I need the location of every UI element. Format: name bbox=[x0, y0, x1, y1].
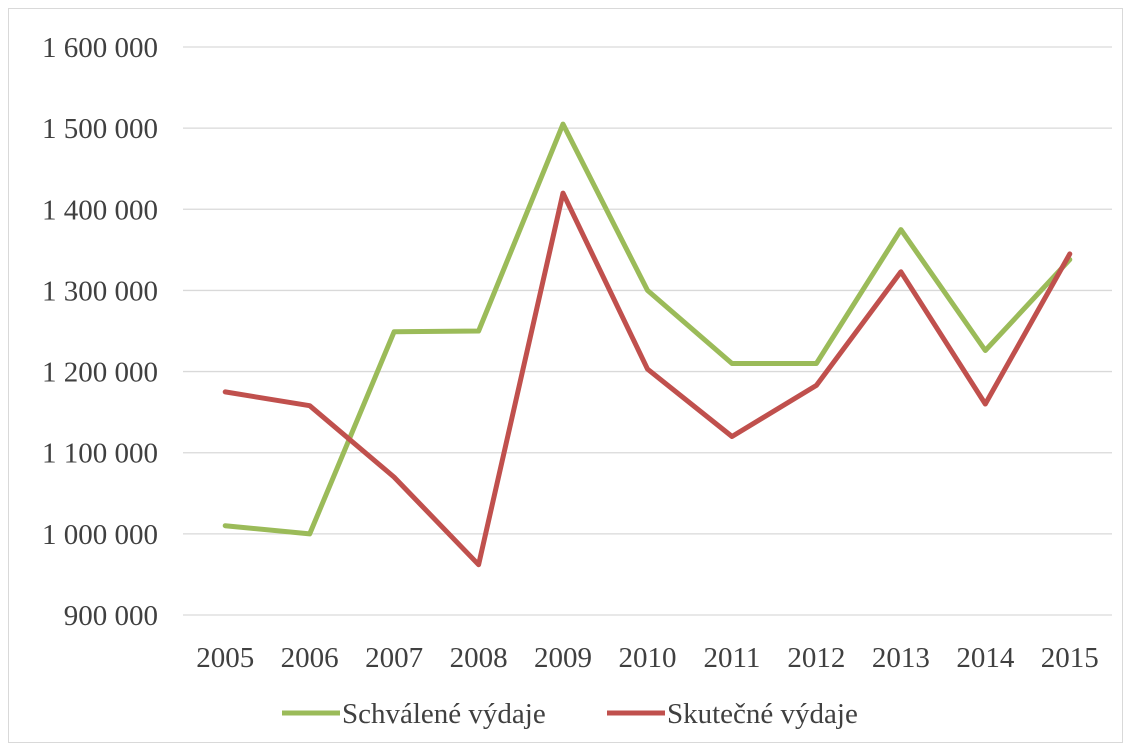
y-tick-label: 1 300 000 bbox=[42, 275, 158, 307]
legend-item: Skutečné výdaje bbox=[607, 698, 858, 730]
legend-item: Schválené výdaje bbox=[282, 698, 546, 730]
y-tick-label: 1 400 000 bbox=[42, 194, 158, 226]
legend-label: Schválené výdaje bbox=[342, 698, 546, 730]
series-line-1 bbox=[222, 121, 1073, 537]
legend-label: Skutečné výdaje bbox=[667, 698, 858, 730]
x-tick-label: 2005 bbox=[196, 642, 254, 674]
x-tick-label: 2013 bbox=[872, 642, 930, 674]
legend: Schválené výdaje Skutečné výdaje bbox=[282, 698, 858, 730]
x-tick-label: 2009 bbox=[534, 642, 592, 674]
series-line-2 bbox=[222, 190, 1073, 568]
x-tick-label: 2015 bbox=[1041, 642, 1099, 674]
y-axis-tick-labels: 900 000 1 000 000 1 100 000 1 200 000 1 300 … bbox=[42, 32, 158, 632]
x-tick-label: 2011 bbox=[703, 642, 760, 674]
x-tick-label: 2008 bbox=[450, 642, 508, 674]
y-tick-label: 1 100 000 bbox=[42, 438, 158, 470]
x-tick-label: 2014 bbox=[956, 642, 1015, 674]
x-tick-label: 2007 bbox=[365, 642, 423, 674]
y-tick-label: 900 000 bbox=[64, 600, 158, 632]
y-tick-label: 1 500 000 bbox=[42, 113, 158, 145]
y-tick-label: 1 200 000 bbox=[42, 357, 158, 389]
x-tick-label: 2010 bbox=[619, 642, 677, 674]
x-axis-tick-labels: 2005 2006 2007 2008 2009 2010 2011 2012 2013 2014… bbox=[196, 642, 1099, 674]
series-lines bbox=[222, 121, 1073, 568]
x-tick-label: 2006 bbox=[281, 642, 339, 674]
y-tick-label: 1 600 000 bbox=[42, 32, 158, 64]
x-tick-label: 2012 bbox=[787, 642, 845, 674]
y-tick-label: 1 000 000 bbox=[42, 519, 158, 551]
